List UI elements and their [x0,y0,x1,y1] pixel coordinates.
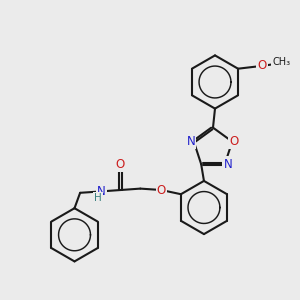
Text: O: O [257,59,266,72]
Text: O: O [230,135,239,148]
Text: CH₃: CH₃ [272,57,290,67]
Text: O: O [115,158,124,171]
Text: O: O [157,184,166,196]
Text: H: H [94,194,102,203]
Text: N: N [187,135,195,148]
Text: N: N [224,158,232,171]
Text: N: N [97,185,106,198]
